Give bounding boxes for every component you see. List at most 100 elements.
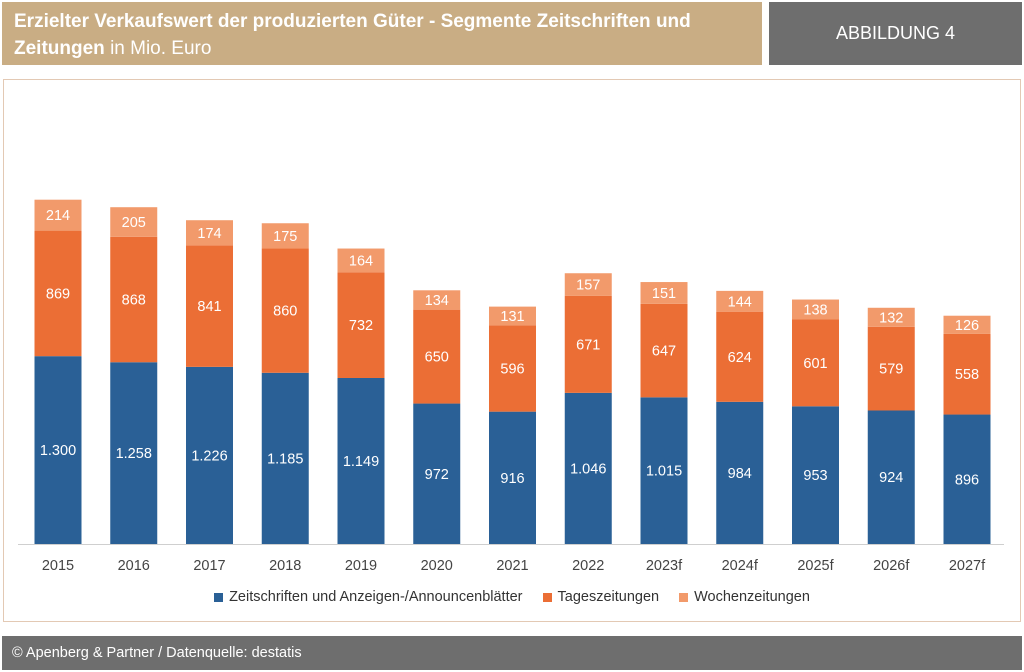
x-tick-label-2027f: 2027f <box>949 558 986 574</box>
bar-segment-s0-2015 <box>34 356 82 544</box>
bar-segment-s1-2022 <box>564 295 612 393</box>
chart-title-unit: in Mio. Euro <box>110 38 212 59</box>
bar-segment-s0-2017 <box>186 366 233 544</box>
bar-segment-s0-2021 <box>489 411 536 544</box>
x-tick-label-2016: 2016 <box>118 558 150 574</box>
legend-item-wochenzeitungen: Wochenzeitungen <box>679 589 810 605</box>
data-label-s0-2018: 1.185 <box>267 451 303 467</box>
data-label-s2-2027f: 126 <box>955 318 979 334</box>
data-label-s1-2020: 650 <box>425 350 449 366</box>
legend-swatch-tageszeitungen <box>542 592 552 602</box>
bar-segment-s2-2018 <box>261 223 309 249</box>
bar-segment-s0-2016 <box>110 362 158 544</box>
data-label-s2-2021: 131 <box>500 309 524 325</box>
bar-segment-s1-2017 <box>186 245 233 367</box>
bar-segment-s0-2027f <box>943 414 991 544</box>
data-label-s1-2019: 732 <box>349 318 373 334</box>
data-label-s0-2026f: 924 <box>879 470 903 486</box>
x-tick-label-2019: 2019 <box>345 558 377 574</box>
data-label-s0-2020: 972 <box>425 467 449 483</box>
bar-segment-s2-2017 <box>186 220 233 246</box>
bar-segment-s2-2015 <box>34 199 82 231</box>
data-label-s2-2016: 205 <box>122 215 146 231</box>
data-label-s2-2020: 134 <box>425 293 449 309</box>
legend-label-zeitschriften: Zeitschriften und Anzeigen-/Announcenblä… <box>229 589 523 605</box>
bar-segment-s1-2027f <box>943 333 991 415</box>
bar-segment-s2-2019 <box>337 248 385 273</box>
bar-segment-s2-2016 <box>110 207 158 237</box>
bar-segment-s0-2025f <box>792 406 839 544</box>
data-label-s0-2024f: 984 <box>728 466 752 482</box>
data-label-s0-2027f: 896 <box>955 472 979 488</box>
data-label-s1-2016: 868 <box>122 293 146 309</box>
bar-segment-s1-2015 <box>34 230 82 357</box>
data-label-s2-2026f: 132 <box>879 310 903 326</box>
data-label-s0-2019: 1.149 <box>343 454 379 470</box>
bar-segment-s2-2020 <box>413 290 461 310</box>
x-tick-label-2025f: 2025f <box>797 558 834 574</box>
data-label-s0-2015: 1.300 <box>40 443 76 459</box>
data-label-s2-2015: 214 <box>46 208 70 224</box>
bar-segment-s2-2026f <box>867 307 915 327</box>
data-label-s2-2018: 175 <box>273 229 297 245</box>
data-label-s2-2022: 157 <box>576 278 600 294</box>
chart-title-box: Erzielter Verkaufswert der produzierten … <box>2 2 762 65</box>
footer: © Apenberg & Partner / Datenquelle: dest… <box>2 636 1022 670</box>
data-label-s1-2027f: 558 <box>955 367 979 383</box>
data-label-s2-2025f: 138 <box>803 303 827 319</box>
bar-segment-s0-2019 <box>337 377 385 544</box>
bar-segment-s1-2018 <box>261 248 309 373</box>
legend-swatch-zeitschriften <box>214 592 224 602</box>
data-label-s1-2018: 860 <box>273 304 297 320</box>
chart-title: Erzielter Verkaufswert der produzierten … <box>14 11 691 59</box>
x-tick-label-2017: 2017 <box>193 558 225 574</box>
data-label-s2-2024f: 144 <box>728 294 752 310</box>
bar-segment-s2-2025f <box>792 299 839 320</box>
bar-segment-s2-2022 <box>564 273 612 296</box>
data-label-s1-2015: 869 <box>46 286 70 302</box>
x-tick-label-2015: 2015 <box>42 558 74 574</box>
x-tick-label-2024f: 2024f <box>722 558 759 574</box>
figure-label: ABBILDUNG 4 <box>835 23 956 43</box>
data-label-s1-2022: 671 <box>576 337 600 353</box>
data-label-s2-2017: 174 <box>197 226 221 242</box>
data-label-s0-2025f: 953 <box>803 468 827 484</box>
legend: Zeitschriften und Anzeigen-/Announcenblä… <box>0 589 1024 605</box>
data-label-s1-2021: 596 <box>500 362 524 378</box>
data-label-s2-2019: 164 <box>349 253 373 269</box>
data-label-s0-2017: 1.226 <box>191 448 227 464</box>
figure-label-box: ABBILDUNG 4 <box>769 2 1022 65</box>
data-label-s1-2023f: 647 <box>652 344 676 360</box>
stacked-bar-chart: 1.300 869 214 2015 1.258 868 205 2016 1.226 841 17… <box>18 199 1004 574</box>
bar-segment-s0-2018 <box>261 372 309 544</box>
legend-item-zeitschriften: Zeitschriften und Anzeigen-/Announcenblä… <box>214 589 523 605</box>
data-label-s0-2016: 1.258 <box>116 446 152 462</box>
legend-swatch-wochenzeitungen <box>679 592 689 602</box>
legend-label-tageszeitungen: Tageszeitungen <box>557 589 660 605</box>
bar-segment-s0-2022 <box>564 392 612 544</box>
bar-segment-s0-2023f <box>640 397 688 544</box>
x-tick-label-2023f: 2023f <box>646 558 683 574</box>
data-label-s1-2025f: 601 <box>803 356 827 372</box>
bar-segment-s1-2023f <box>640 303 688 398</box>
bar-segment-s1-2026f <box>867 326 915 411</box>
x-tick-label-2018: 2018 <box>269 558 301 574</box>
bar-segment-s0-2020 <box>413 403 461 544</box>
data-label-s1-2024f: 624 <box>728 350 752 366</box>
bar-segment-s0-2026f <box>867 410 915 544</box>
bar-segment-s2-2027f <box>943 315 991 334</box>
data-label-s2-2023f: 151 <box>652 286 676 302</box>
bar-segment-s1-2024f <box>716 311 764 402</box>
bar-segment-s1-2016 <box>110 236 158 363</box>
bar-segment-s2-2023f <box>640 282 688 304</box>
bar-segment-s0-2024f <box>716 401 764 544</box>
legend-item-tageszeitungen: Tageszeitungen <box>542 589 660 605</box>
data-label-s0-2021: 916 <box>500 471 524 487</box>
data-label-s0-2023f: 1.015 <box>646 464 682 480</box>
bar-segment-s1-2021 <box>489 325 536 412</box>
x-tick-label-2022: 2022 <box>572 558 604 574</box>
x-tick-label-2026f: 2026f <box>873 558 910 574</box>
bar-segment-s1-2025f <box>792 319 839 407</box>
bar-segment-s1-2020 <box>413 309 461 404</box>
bar-segment-s1-2019 <box>337 272 385 378</box>
